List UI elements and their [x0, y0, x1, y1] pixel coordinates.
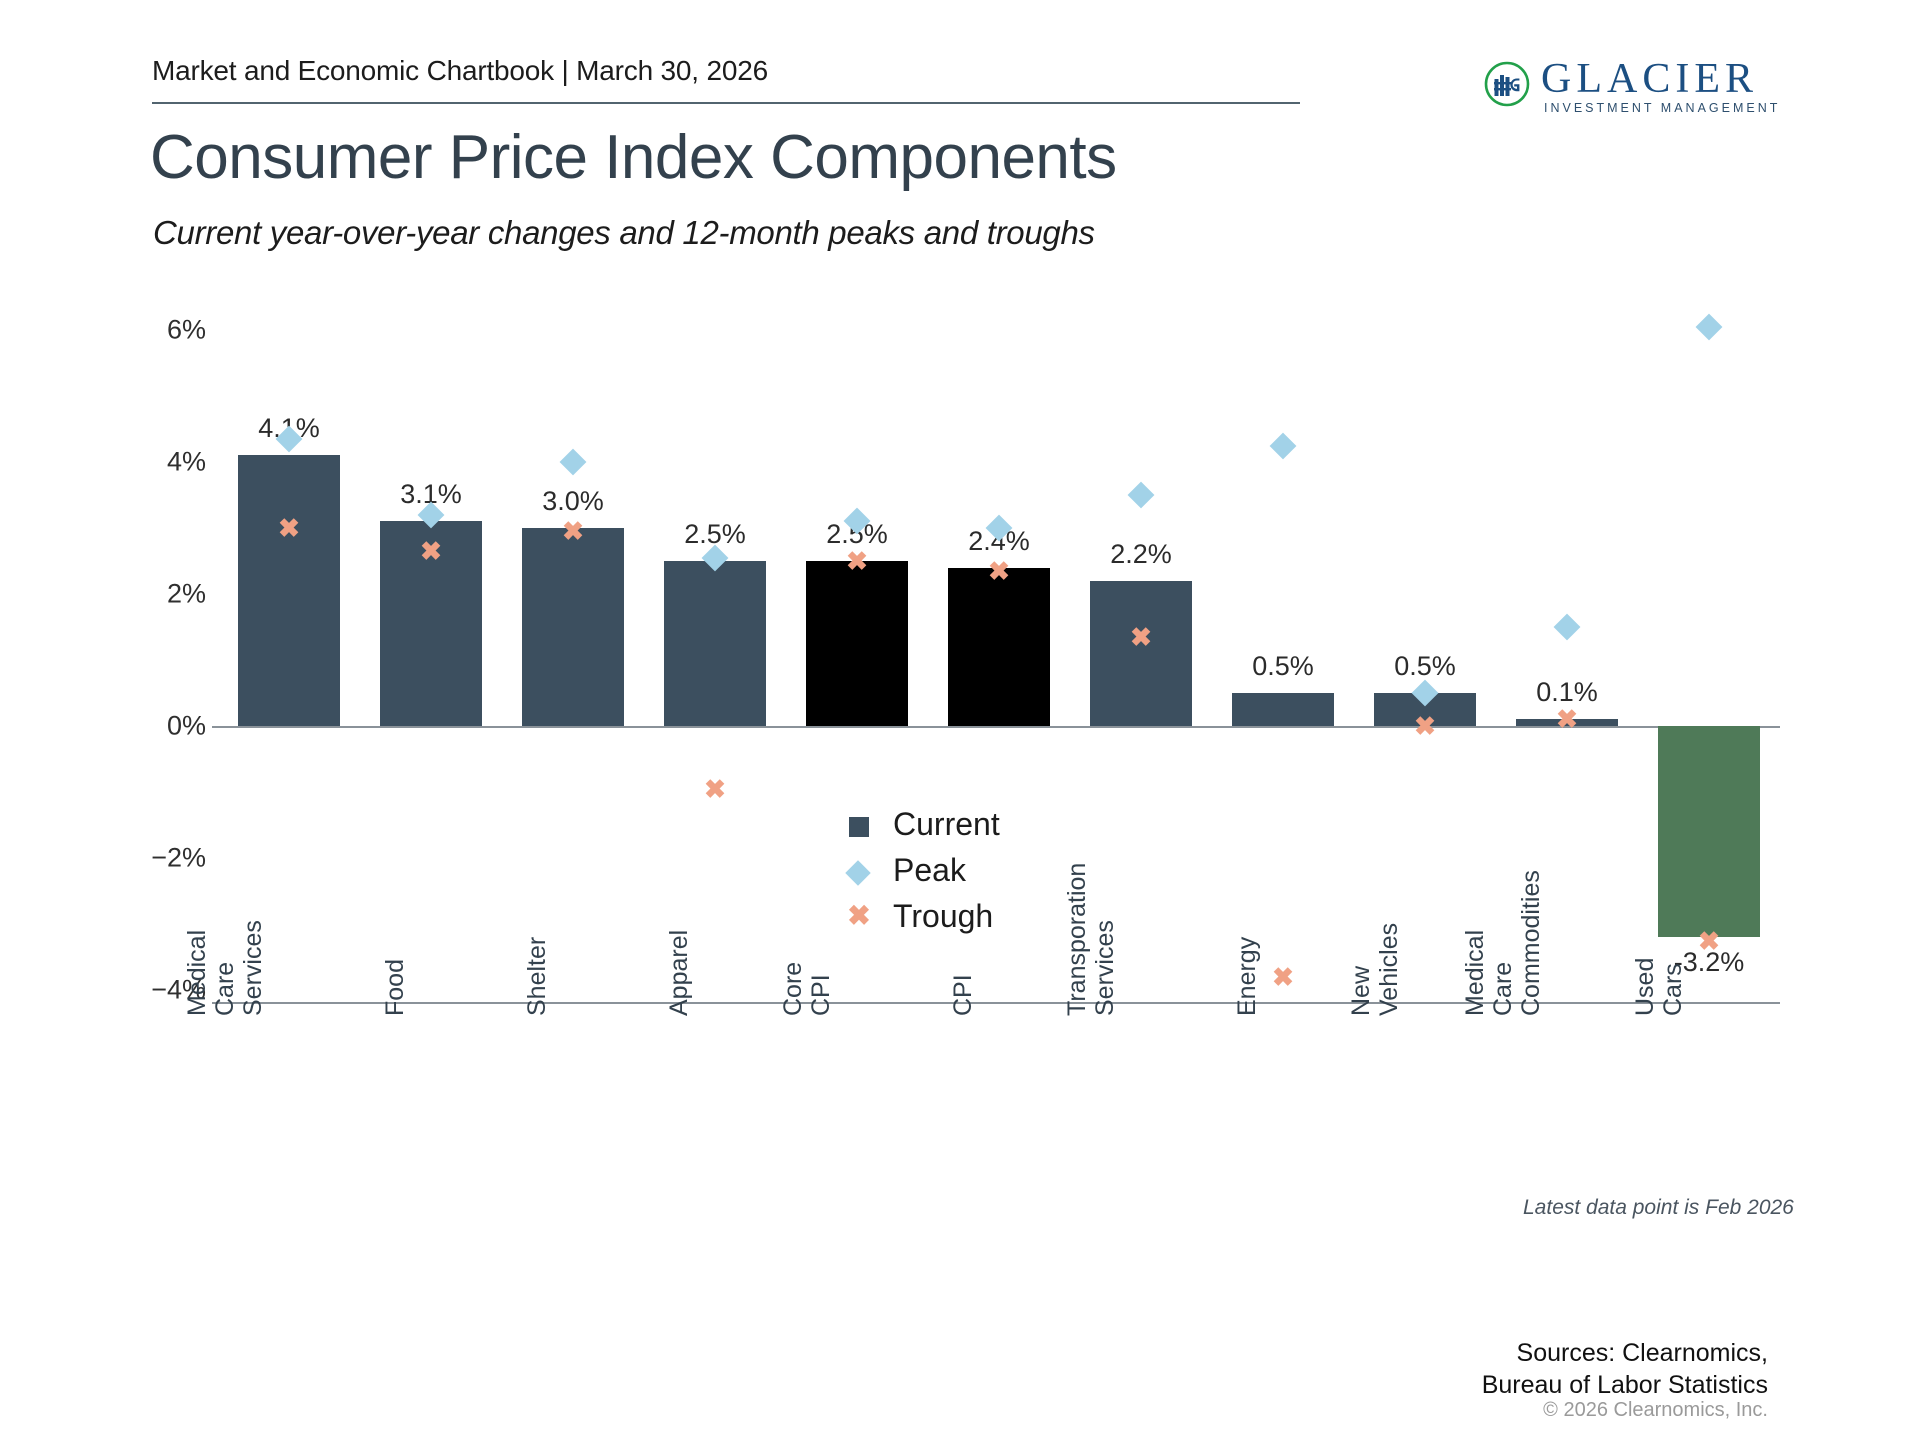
x-axis-category-label: Medical Care Services [183, 920, 267, 1016]
bar[interactable] [947, 567, 1051, 726]
y-axis-tick: −4% [151, 974, 206, 1005]
trough-marker: ✖ [420, 536, 442, 567]
x-axis-category-label: New Vehicles [1347, 922, 1403, 1016]
bar[interactable] [379, 521, 483, 726]
bar[interactable] [521, 528, 625, 726]
bar-value-label: 2.2% [1110, 538, 1172, 569]
bar-value-label: -3.2% [1673, 947, 1745, 978]
trough-marker: ✖ [1414, 711, 1436, 741]
glacier-logo: GLACIER INVESTMENT MANAGEMENT [1483, 56, 1777, 120]
peak-marker [1553, 613, 1581, 641]
peak-marker [1269, 432, 1297, 459]
logo-wordmark: GLACIER [1541, 56, 1758, 102]
bar[interactable] [237, 455, 341, 726]
y-axis-tick: −2% [151, 842, 206, 873]
legend-item-label: Trough [893, 898, 994, 934]
header-divider [152, 102, 1300, 104]
bar-value-label: 3.0% [542, 486, 604, 516]
peak-marker [1127, 481, 1155, 509]
x-axis-category-label: Apparel [665, 929, 693, 1016]
bar[interactable] [805, 561, 909, 726]
legend-item-label: Peak [893, 852, 966, 888]
bar-value-label: 2.5% [684, 519, 746, 549]
legend-item-label: Current [893, 806, 1000, 842]
latest-data-note: Latest data point is Feb 2026 [1523, 1196, 1794, 1219]
trough-marker: ✖ [1130, 621, 1152, 652]
bar[interactable] [663, 561, 767, 726]
plot-area: 6%4%2%0%−2%−4%4.1%✖Medical Care Services… [151, 313, 1780, 1016]
x-axis-category-label: CPI [949, 974, 977, 1016]
y-axis-tick: 6% [166, 314, 206, 345]
x-axis-category-label: Energy [1233, 936, 1261, 1016]
page-title: Consumer Price Index Components [150, 123, 1117, 192]
bar[interactable] [1657, 726, 1761, 938]
copyright-text: © 2026 Clearnomics, Inc. [1543, 1399, 1768, 1421]
x-axis-category-label: Used Cars [1631, 957, 1687, 1016]
bar-value-label: 0.1% [1536, 677, 1598, 708]
trough-marker: ✖ [1272, 961, 1294, 992]
x-axis-category-label: Transporation Services [1063, 862, 1119, 1016]
x-axis-category-label: Core CPI [779, 961, 835, 1016]
y-axis-tick: 2% [166, 578, 206, 609]
trough-marker: ✖ [1698, 925, 1720, 956]
legend-square-icon [849, 817, 869, 837]
page-subtitle: Current year-over-year changes and 12-mo… [153, 214, 1095, 251]
x-axis-line [212, 1002, 1780, 1004]
trough-marker: ✖ [1556, 704, 1578, 735]
x-axis-category-label: Shelter [523, 936, 551, 1016]
bar[interactable] [1515, 719, 1619, 726]
zero-axis-line [212, 726, 1780, 728]
x-axis-category-label: Medical Care Commodities [1461, 870, 1545, 1016]
trough-marker: ✖ [846, 546, 868, 576]
peak-marker [1695, 313, 1723, 341]
trough-marker: ✖ [562, 516, 584, 547]
sources-text: Sources: Clearnomics, Bureau of Labor St… [1481, 1339, 1768, 1399]
x-axis-category-label: Food [381, 959, 409, 1016]
trough-marker: ✖ [278, 513, 300, 543]
glacier-circle-mark-icon [1483, 60, 1531, 108]
bar[interactable] [1231, 693, 1335, 726]
bar-value-label: 0.5% [1252, 651, 1314, 681]
trough-marker: ✖ [704, 773, 726, 804]
bar-value-label: 0.5% [1394, 651, 1456, 681]
y-axis-tick: 0% [166, 710, 206, 741]
legend-x-icon: ✖ [847, 900, 871, 931]
peak-marker [559, 448, 587, 476]
bar[interactable] [1089, 580, 1193, 726]
chartbook-header: Market and Economic Chartbook | March 30… [152, 55, 768, 86]
logo-tagline: INVESTMENT MANAGEMENT [1544, 101, 1781, 115]
y-axis-tick: 4% [166, 446, 206, 477]
trough-marker: ✖ [988, 555, 1010, 586]
